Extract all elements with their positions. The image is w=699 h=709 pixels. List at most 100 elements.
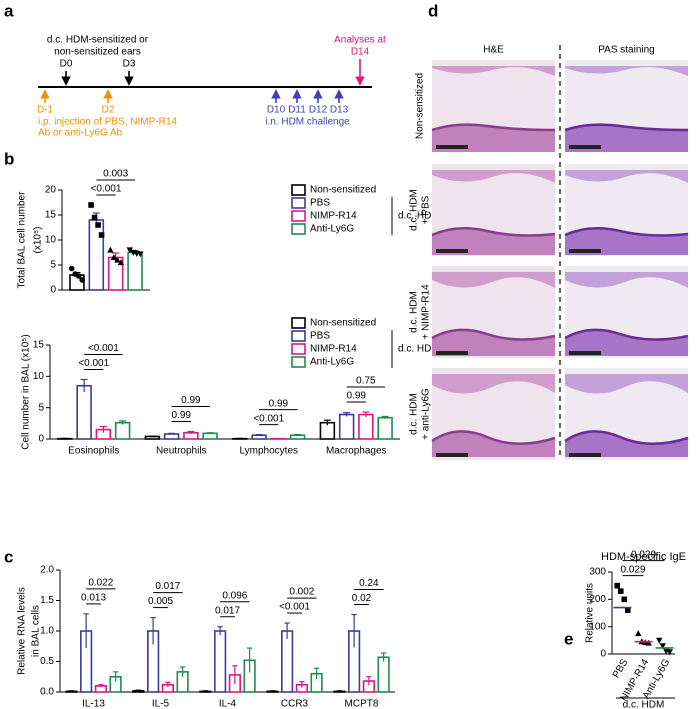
timeline-text: Ab or anti-Ly6G Ab [38, 128, 123, 139]
tissue [432, 374, 555, 394]
y-tick-label: 15 [45, 210, 57, 221]
panel-label: d [428, 1, 438, 20]
x-tick-label: IL-5 [152, 699, 170, 709]
row-label: + PBS [421, 195, 432, 224]
y-tick-label: 0.0 [40, 687, 54, 698]
bar [202, 432, 218, 440]
timeline-text: i.n. HDM challenge [265, 117, 350, 128]
epithelium-edge [564, 227, 689, 237]
epithelium-edge [431, 328, 556, 341]
bar [127, 251, 143, 291]
comparison-label: 0.005 [148, 596, 173, 607]
y-tick-label: 0.5 [40, 656, 54, 667]
point [68, 265, 75, 272]
timeline-text: i.p. injection of PBS, NIMP-R14 [38, 117, 177, 128]
point [88, 202, 94, 208]
x-tick-label: Neutrophils [156, 446, 207, 457]
comparison-label: 0.99 [269, 398, 289, 409]
y-axis-label: in BAL cells [31, 605, 42, 657]
footer: d.c. HDM [623, 700, 665, 709]
legend-label: PBS [310, 198, 330, 209]
y-tick-label: 1.5 [40, 595, 54, 606]
row-label: d.c. HDM [409, 393, 420, 435]
tissue [565, 374, 688, 394]
y-axis-label: Total BAL cell number [17, 191, 28, 289]
panel-label: b [4, 149, 14, 168]
x-tick-label: CCR3 [281, 699, 309, 709]
point [617, 588, 624, 594]
comparison-label: 0.029 [620, 564, 645, 575]
point [114, 256, 121, 263]
y-tick-label: 2.0 [40, 565, 54, 576]
point [91, 214, 98, 221]
legend-swatch [291, 223, 306, 235]
point [110, 254, 118, 261]
comparison-label: 0.002 [289, 587, 314, 598]
comparison-label: 0.017 [155, 581, 180, 592]
legend-swatch [291, 330, 306, 342]
day-label: D14 [351, 47, 370, 58]
day-label: D12 [309, 105, 328, 116]
epithelium-edge [564, 123, 689, 132]
y-tick-label: 1.0 [40, 626, 54, 637]
bar [114, 421, 131, 440]
tissue [432, 272, 555, 288]
day-label: D10 [267, 105, 286, 116]
point [126, 247, 133, 254]
bar [338, 413, 355, 440]
epithelium-edge [431, 227, 556, 237]
comparison-label: 0.096 [222, 590, 247, 601]
epithelium [432, 228, 555, 255]
comparison-label: 0.99 [172, 410, 192, 421]
legend-swatch [291, 210, 306, 222]
scale-bar [436, 145, 468, 149]
legend-label: Non-sensitized [310, 185, 376, 196]
point [621, 596, 628, 603]
bar [358, 413, 374, 440]
scale-bar [436, 351, 468, 355]
y-tick-label: 100 [589, 621, 606, 632]
y-tick-label: 0 [600, 649, 606, 660]
y-tick-label: 200 [589, 594, 606, 605]
epithelium [432, 329, 555, 356]
legend-label: PBS [310, 331, 330, 342]
scale-bar [569, 351, 601, 355]
panel-label: a [4, 1, 14, 20]
legend-label: Non-sensitized [310, 318, 376, 329]
day-label: D13 [330, 105, 349, 116]
bar [281, 630, 294, 693]
point [79, 277, 86, 283]
comparison-label: <0.001 [253, 413, 284, 424]
x-tick-label: Lymphocytes [239, 446, 298, 457]
day-label: D0 [60, 59, 73, 70]
row-label: d.c. HDM [409, 291, 420, 333]
x-tick-label: Macrophages [326, 446, 387, 457]
legend-label: Anti-Ly6G [310, 357, 354, 368]
epithelium-edge [431, 430, 556, 445]
scale-bar [569, 249, 601, 253]
y-tick-label: 0 [50, 285, 56, 296]
y-tick-label: 10 [33, 371, 45, 382]
tissue [432, 66, 555, 76]
comparison-label: 0.017 [215, 605, 240, 616]
y-tick-label: 300 [589, 567, 606, 578]
comparison-label: 0.013 [81, 593, 106, 604]
point [656, 637, 663, 644]
row-label: + NIMP-R14 [421, 284, 432, 340]
chart-title: HDM-specific IgE [601, 551, 686, 563]
point [624, 607, 631, 614]
epithelium-edge [564, 328, 689, 341]
panel-label: e [564, 629, 573, 648]
x-tick-label: Eosinophils [68, 446, 119, 457]
comparison-label: <0.001 [78, 358, 109, 369]
bar [76, 384, 92, 440]
timeline-text: Analyses at [334, 35, 386, 46]
x-tick-label: IL-13 [82, 699, 105, 709]
legend-label: NIMP-R14 [310, 344, 357, 355]
x-tick-label: IL-4 [219, 699, 237, 709]
point [98, 232, 105, 238]
comparison-label: 0.99 [181, 395, 201, 406]
y-axis-label: Relative RNA levels [17, 587, 28, 675]
scale-bar [436, 453, 468, 457]
